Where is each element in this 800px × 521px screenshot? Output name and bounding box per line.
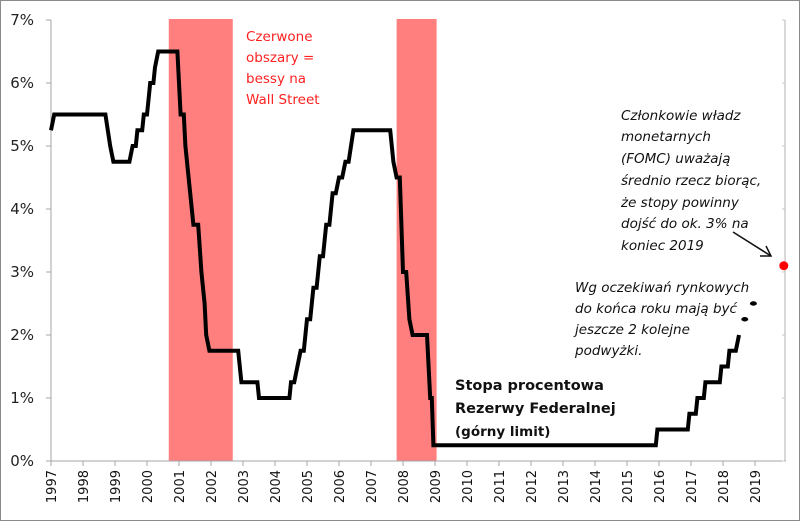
fomc-point [779,261,789,271]
y-tick-label: 2% [10,326,34,344]
red-note-line: bessy na [246,71,306,87]
x-tick-label: 2017 [685,470,700,503]
x-tick-label: 1997 [45,470,60,503]
x-tick-label: 2000 [141,470,156,503]
y-tick-label: 3% [10,263,34,281]
red-note-line: Czerwone [246,29,313,45]
market-expectation-point [749,301,757,306]
x-tick-label: 2004 [269,470,284,503]
series-label: Stopa procentowa Rezerwy Federalnej (gór… [455,378,616,440]
x-tick-label: 2001 [173,470,188,503]
x-tick-label: 2018 [717,470,732,503]
x-tick-label: 2009 [429,470,444,503]
x-tick-label: 2008 [397,470,412,503]
axes [46,20,786,462]
x-tick-label: 2010 [461,470,476,503]
annotation-red-note: Czerwone obszary = bessy na Wall Street [246,29,320,108]
fed-rate-line [49,49,741,448]
fomc-note-line: że stopy powinny [620,195,740,211]
y-tick-label: 4% [10,200,34,218]
series-label-line: Rezerwy Federalnej [455,401,616,417]
fomc-note-line: Członkowie władz [621,108,741,124]
x-tick-label: 2015 [621,470,636,503]
x-tick-label: 2012 [525,470,540,503]
x-tick-label: 2002 [205,470,220,503]
series-lines [49,49,789,448]
y-tick-label: 0% [10,452,34,470]
y-ticks: 0% 1% 2% 3% 4% 5% 6% 7% [10,11,785,470]
x-tick-label: 2014 [589,470,604,503]
x-tick-label: 2006 [333,470,348,503]
x-tick-label: 1998 [77,470,92,503]
y-tick-label: 5% [10,137,34,155]
market-note-line: Wg oczekiwań rynkowych [575,280,749,296]
y-tick-label: 1% [10,389,34,407]
series-label-line: (górny limit) [455,424,550,440]
x-tick-label: 2003 [237,470,252,503]
x-tick-label: 2013 [557,470,572,503]
series-label-line: Stopa procentowa [455,378,604,394]
fomc-note-line: koniec 2019 [621,238,704,254]
fomc-note-line: (FOMC) uważają [621,151,731,167]
market-note-line: jeszcze 2 kolejne [573,322,690,338]
market-note-line: do końca roku mają być [575,301,738,317]
market-note-line: podwyżki. [574,343,642,359]
x-tick-label: 2005 [301,470,316,503]
x-tick-label: 1999 [109,470,124,503]
annotation-market-note: Wg oczekiwań rynkowych do końca roku maj… [573,280,749,359]
y-tick-label: 7% [10,11,34,29]
x-ticks: 1997 1998 1999 2000 2001 2002 2003 2004 2005 2006… [45,461,764,503]
red-note-line: obszary = [246,50,314,66]
x-tick-label: 2016 [653,470,668,503]
market-expectation-point [741,317,749,322]
arrow-icon [732,231,773,257]
fomc-note-line: dojść do ok. 3% na [621,216,749,232]
fomc-note-line: monetarnych [621,129,711,145]
red-note-line: Wall Street [246,92,320,108]
recession-bands [168,19,437,461]
x-tick-label: 2007 [365,470,380,503]
y-tick-label: 6% [10,74,34,92]
fomc-note-line: średnio rzecz biorąc, [621,173,761,189]
x-tick-label: 2011 [493,470,508,503]
annotation-fomc-note: Członkowie władz monetarnych (FOMC) uważ… [620,108,761,254]
x-tick-label: 2019 [749,470,764,503]
